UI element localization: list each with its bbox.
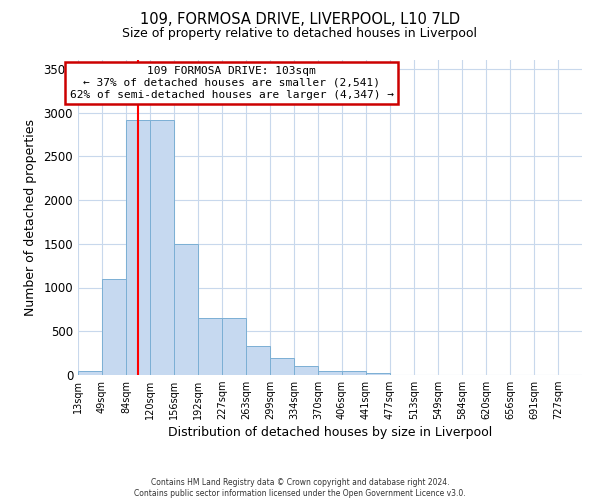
Bar [318,370,342,375]
Y-axis label: Number of detached properties: Number of detached properties [23,119,37,316]
Text: 109, FORMOSA DRIVE, LIVERPOOL, L10 7LD: 109, FORMOSA DRIVE, LIVERPOOL, L10 7LD [140,12,460,28]
Text: 109 FORMOSA DRIVE: 103sqm
← 37% of detached houses are smaller (2,541)
62% of se: 109 FORMOSA DRIVE: 103sqm ← 37% of detac… [70,66,394,100]
Bar [246,346,270,375]
Bar [78,370,102,375]
Bar [222,318,246,375]
Bar [342,370,366,375]
Text: Size of property relative to detached houses in Liverpool: Size of property relative to detached ho… [122,28,478,40]
Bar [198,318,222,375]
Bar [126,120,150,375]
Bar [270,358,294,375]
Bar [174,244,198,375]
Bar [294,366,318,375]
Bar [150,120,174,375]
Bar [366,373,390,375]
X-axis label: Distribution of detached houses by size in Liverpool: Distribution of detached houses by size … [168,426,492,440]
Bar [102,279,126,375]
Text: Contains HM Land Registry data © Crown copyright and database right 2024.
Contai: Contains HM Land Registry data © Crown c… [134,478,466,498]
